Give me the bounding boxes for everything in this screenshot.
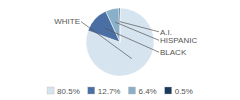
legend-item: 0.5% bbox=[165, 87, 193, 96]
slice-label: WHITE bbox=[54, 17, 80, 26]
legend-label: 12.7% bbox=[98, 87, 121, 96]
pie bbox=[86, 8, 154, 76]
legend: 80.5% 12.7% 6.4% 0.5% bbox=[47, 87, 193, 96]
pie-slice bbox=[86, 8, 154, 76]
legend-label: 0.5% bbox=[175, 87, 193, 96]
leader-line bbox=[81, 22, 132, 59]
slice-label: HISPANIC bbox=[160, 36, 197, 45]
pie-slice bbox=[106, 8, 120, 42]
legend-item: 12.7% bbox=[88, 87, 121, 96]
legend-swatch bbox=[165, 87, 172, 94]
slice-label: A.I. bbox=[160, 28, 172, 37]
leader-line bbox=[120, 22, 159, 32]
legend-swatch bbox=[88, 87, 95, 94]
legend-item: 80.5% bbox=[47, 87, 80, 96]
pie-slice bbox=[119, 8, 120, 42]
chart: WHITE BLACK HISPANICA.I. 80.5% 12.7% 6.4% 0.5% bbox=[0, 0, 240, 100]
legend-item: 6.4% bbox=[128, 87, 156, 96]
leader-line bbox=[105, 28, 159, 52]
legend-label: 6.4% bbox=[138, 87, 156, 96]
legend-swatch bbox=[47, 87, 54, 94]
slice-label: BLACK bbox=[160, 48, 187, 57]
leader-line bbox=[115, 22, 159, 40]
labels: WHITE BLACK HISPANICA.I. bbox=[54, 17, 197, 58]
legend-label: 80.5% bbox=[57, 87, 80, 96]
legend-swatch bbox=[128, 87, 135, 94]
